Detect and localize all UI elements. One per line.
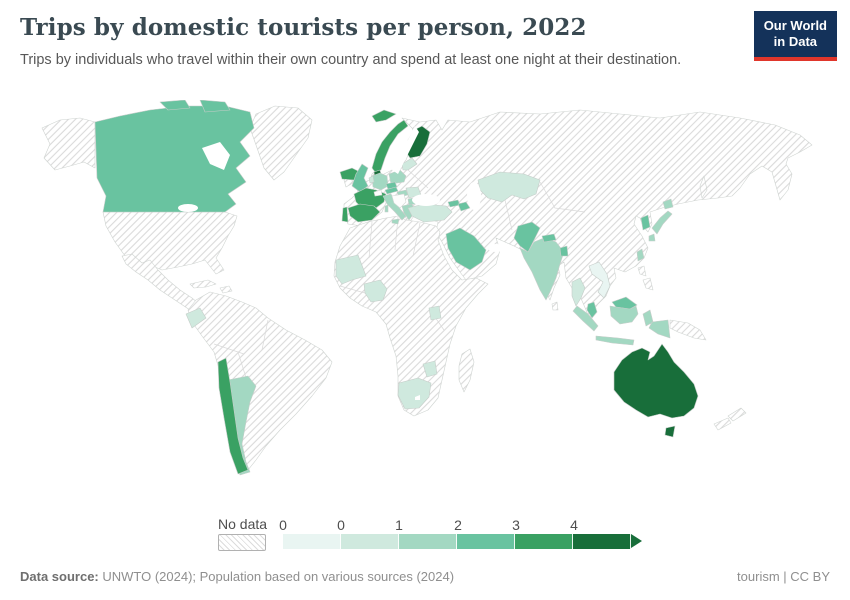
legend-segment-5[interactable] [515,534,573,549]
legend-no-data-swatch[interactable] [218,534,266,551]
country-nepal[interactable] [541,233,557,243]
country-australia[interactable] [613,343,699,419]
license-text[interactable]: tourism | CC BY [737,569,830,584]
country-italy[interactable] [382,193,407,225]
legend-arrow [631,534,642,548]
country-uganda[interactable] [428,305,442,321]
country-azerbaijan[interactable] [457,201,471,212]
country-cuba[interactable] [189,279,217,289]
country-chile[interactable] [217,357,249,475]
country-nigeria[interactable] [363,279,388,303]
country-austria[interactable] [384,186,399,195]
country-sakhalin[interactable] [699,175,708,199]
owid-logo-line2: in Data [773,34,818,50]
country-new-zealand[interactable] [713,407,747,431]
world-map [0,99,850,500]
country-philippines[interactable] [637,265,654,291]
country-canada[interactable] [94,105,255,213]
lesotho-hole [415,395,420,400]
persian-gulf [488,244,504,252]
country-kazakhstan[interactable] [477,171,541,203]
data-source-text[interactable]: UNWTO (2024); Population based on variou… [98,569,455,584]
country-baltic-states[interactable] [401,157,418,171]
caspian-sea [467,182,481,210]
country-pakistan[interactable] [513,221,541,253]
country-hispaniola[interactable] [219,285,233,294]
page-title: Trips by domestic tourists per person, 2… [20,14,587,41]
data-source-line[interactable]: Data source: UNWTO (2024); Population ba… [20,569,454,584]
country-netherlands[interactable] [368,175,375,184]
legend-segment-1[interactable] [283,534,341,549]
country-madagascar[interactable] [458,348,475,393]
legend-tick-5: 4 [570,517,578,533]
black-sea [412,194,440,206]
country-balkans[interactable] [391,193,407,209]
country-sri-lanka[interactable] [551,301,559,311]
great-lakes [178,204,198,212]
owid-logo-line1: Our World [763,18,827,33]
country-switzerland[interactable] [373,189,383,197]
country-canada-arctic-islands[interactable] [159,99,231,113]
country-germany[interactable] [371,172,389,191]
legend-color-bar[interactable] [283,534,631,549]
country-greenland[interactable] [249,105,313,181]
legend-tick-3: 2 [454,517,462,533]
legend-segment-2[interactable] [341,534,399,549]
country-vietnam[interactable] [588,261,611,299]
chart-subtitle: Trips by individuals who travel within t… [20,52,682,68]
legend-segment-4[interactable] [457,534,515,549]
country-indonesia[interactable] [572,305,671,346]
country-svalbard[interactable] [371,109,397,123]
country-alaska[interactable] [41,117,96,171]
country-south-africa[interactable] [397,377,432,410]
country-taiwan[interactable] [636,248,645,262]
legend-segment-6[interactable] [573,534,631,549]
country-mali[interactable] [335,254,367,285]
country-australia-tasmania[interactable] [664,425,676,438]
legend-tick-1: 0 [337,517,345,533]
inner-borders [213,169,586,385]
country-bangladesh[interactable] [559,245,569,257]
country-zimbabwe[interactable] [422,360,438,378]
landmass-south-america[interactable] [187,291,333,475]
owid-logo[interactable]: Our World in Data [753,11,837,61]
country-saudi-arabia[interactable] [445,227,487,271]
country-portugal[interactable] [341,206,349,223]
country-japan[interactable] [648,198,674,242]
legend-no-data-label: No data [218,516,268,532]
legend-tick-4: 3 [512,517,520,533]
country-norway[interactable] [371,119,409,173]
baltic-sea [392,126,419,174]
country-india[interactable] [519,237,565,301]
country-ecuador[interactable] [185,307,207,329]
country-south-korea[interactable] [640,214,651,231]
data-source-label: Data source: [20,569,99,584]
world-map-svg [41,99,813,476]
country-spain[interactable] [347,203,381,223]
landmass-eurasia[interactable] [343,109,813,321]
legend-tick-0: 0 [279,517,287,533]
legend-tick-2: 1 [395,517,403,533]
country-united-kingdom[interactable] [351,163,369,193]
legend-segment-3[interactable] [399,534,457,549]
hudson-bay [202,142,230,170]
country-papua-new-guinea[interactable] [669,319,707,341]
country-thailand[interactable] [571,277,586,307]
country-united-states[interactable] [102,211,238,275]
landmass-africa[interactable] [333,215,489,417]
